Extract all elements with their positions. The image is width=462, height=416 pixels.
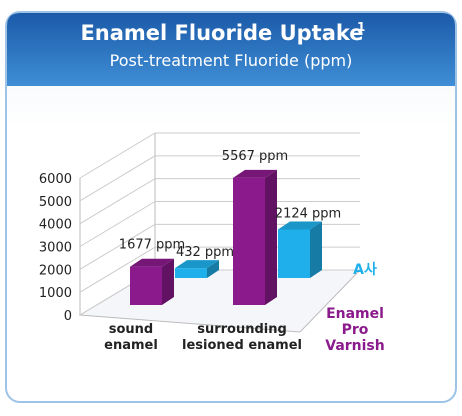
grid-line bbox=[79, 201, 156, 247]
series-label: A사 bbox=[353, 262, 377, 278]
y-tick-label: 1000 bbox=[39, 286, 72, 301]
grid-line bbox=[79, 246, 156, 293]
y-tick-label: 5000 bbox=[39, 195, 72, 210]
value-label: 2124 ppm bbox=[275, 207, 341, 222]
bar-side bbox=[207, 260, 219, 278]
bar-side bbox=[265, 169, 277, 305]
value-label: 1677 ppm bbox=[119, 238, 185, 253]
value-label: 5567 ppm bbox=[222, 149, 288, 164]
bar bbox=[130, 266, 162, 305]
y-tick-label: 0 bbox=[64, 309, 72, 324]
y-tick-label: 3000 bbox=[39, 241, 72, 256]
y-tick-label: 4000 bbox=[39, 218, 72, 233]
bar-top bbox=[130, 258, 174, 267]
value-label: 432 ppm bbox=[176, 245, 234, 260]
bar-top bbox=[278, 221, 322, 230]
y-tick-label: 6000 bbox=[39, 172, 72, 187]
y-tick-label: 2000 bbox=[39, 263, 72, 278]
bar bbox=[175, 268, 207, 278]
grid-line bbox=[79, 132, 156, 179]
bar-top bbox=[175, 260, 219, 269]
title-superscript: 1 bbox=[357, 20, 365, 34]
bar-side bbox=[310, 221, 322, 278]
x-tick-label: surrounding lesioned enamel bbox=[182, 322, 302, 353]
subtitle: Post-treatment Fluoride (ppm) bbox=[110, 51, 353, 70]
grid-line bbox=[79, 178, 156, 225]
series-label: Enamel Pro Varnish bbox=[325, 306, 385, 354]
grid-line bbox=[79, 223, 156, 270]
bar bbox=[233, 177, 265, 305]
header bbox=[7, 13, 455, 86]
x-tick-label: sound enamel bbox=[104, 322, 158, 353]
title: Enamel Fluoride Uptake bbox=[80, 21, 363, 45]
bar bbox=[278, 229, 310, 278]
grid-line bbox=[79, 155, 156, 202]
bar-side bbox=[162, 258, 174, 305]
bar-top bbox=[233, 169, 277, 178]
